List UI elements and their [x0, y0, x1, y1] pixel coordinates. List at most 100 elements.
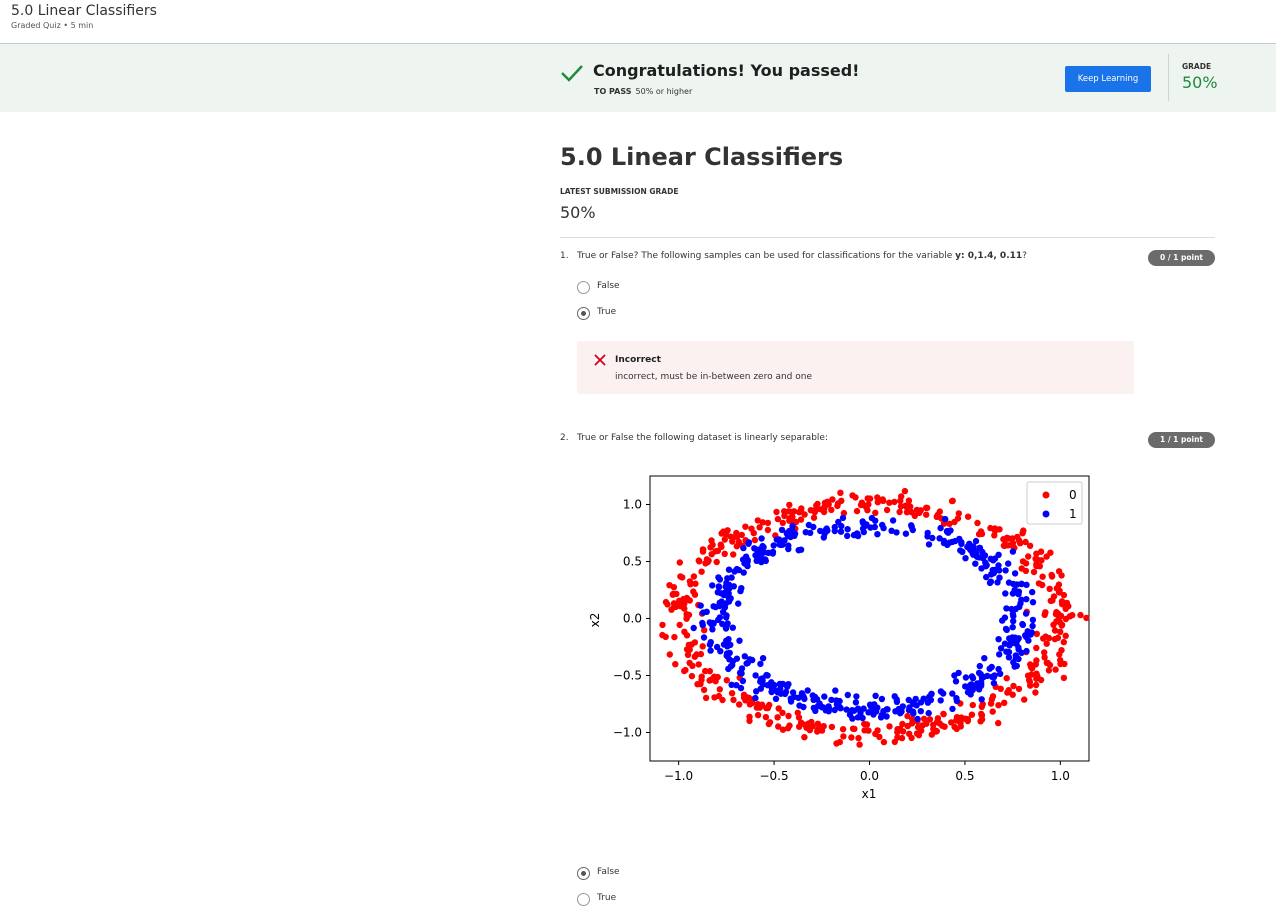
data-point: [942, 515, 949, 523]
data-point: [768, 679, 775, 686]
data-point: [806, 726, 814, 734]
data-point: [686, 659, 693, 667]
data-point: [903, 509, 911, 516]
data-point: [924, 529, 931, 537]
data-point: [702, 667, 709, 675]
data-point: [957, 718, 964, 725]
data-point: [1015, 646, 1022, 653]
data-point: [684, 651, 692, 658]
data-point: [858, 499, 866, 506]
data-point: [724, 643, 731, 650]
data-point: [933, 727, 940, 735]
data-point: [846, 711, 854, 718]
data-point: [825, 703, 832, 710]
data-point: [777, 690, 785, 697]
data-point: [997, 645, 1005, 652]
data-point: [1011, 639, 1018, 646]
data-point: [736, 637, 743, 644]
data-point: [700, 609, 707, 616]
option-label: True: [597, 307, 617, 317]
data-point: [745, 694, 753, 702]
keep-learning-button[interactable]: Keep Learning: [1065, 66, 1151, 92]
option-label: True: [597, 893, 617, 903]
radio-button[interactable]: [577, 867, 590, 880]
data-point: [844, 526, 851, 533]
data-point: [1060, 638, 1067, 646]
data-point: [812, 506, 819, 513]
data-point: [906, 704, 913, 711]
data-point: [1018, 565, 1025, 572]
question-number: 2.: [560, 433, 569, 443]
data-point: [786, 501, 793, 509]
data-point: [768, 685, 776, 692]
data-point: [1062, 632, 1069, 639]
data-point: [1010, 612, 1017, 620]
data-point: [703, 556, 711, 563]
data-point: [976, 544, 984, 552]
data-point: [869, 710, 877, 717]
data-point: [1009, 535, 1016, 542]
data-point: [795, 547, 802, 554]
data-point: [729, 624, 736, 631]
data-point: [899, 728, 907, 735]
data-point: [1039, 581, 1046, 589]
data-point: [838, 497, 845, 504]
data-point: [725, 566, 733, 573]
data-point: [670, 584, 678, 591]
radio-button[interactable]: [577, 307, 590, 320]
data-point: [837, 489, 844, 496]
data-point: [679, 574, 686, 581]
data-point: [858, 714, 865, 721]
data-point: [856, 741, 863, 748]
data-point: [937, 697, 944, 704]
data-point: [995, 702, 1002, 709]
data-point: [1060, 591, 1068, 599]
radio-button[interactable]: [577, 893, 590, 906]
radio-button[interactable]: [577, 281, 590, 294]
data-point: [774, 515, 782, 523]
data-point: [690, 624, 697, 632]
data-point: [669, 591, 676, 598]
data-point: [1018, 596, 1025, 603]
option-label: False: [597, 867, 620, 877]
data-point: [777, 541, 785, 549]
data-point: [988, 696, 996, 703]
data-point: [797, 507, 805, 514]
data-point: [853, 693, 860, 700]
data-point: [1037, 676, 1045, 684]
data-point: [897, 710, 904, 717]
data-point: [1026, 542, 1034, 549]
data-point: [711, 694, 718, 701]
data-point: [659, 621, 666, 629]
divider: [1168, 54, 1169, 101]
data-point: [804, 687, 811, 694]
data-point: [983, 562, 990, 569]
data-point: [978, 696, 985, 703]
data-point: [874, 494, 881, 501]
data-point: [837, 528, 845, 535]
data-point: [823, 525, 830, 532]
data-point: [833, 697, 840, 704]
grade-value: 50%: [1182, 73, 1218, 92]
top-bar: 5.0 Linear Classifiers Graded Quiz • 5 m…: [0, 0, 1276, 44]
data-point: [1057, 660, 1064, 668]
data-point: [834, 502, 841, 510]
data-point: [778, 526, 786, 534]
question-number: 1.: [560, 251, 569, 261]
data-point: [925, 709, 932, 717]
data-point: [968, 711, 976, 718]
data-point: [697, 680, 704, 688]
data-point: [956, 535, 963, 543]
data-point: [883, 506, 891, 514]
data-point: [1065, 603, 1072, 610]
data-point: [1045, 667, 1053, 674]
checkmark-icon: [561, 65, 583, 82]
data-point: [855, 734, 862, 742]
quiz-subtitle: Graded Quiz • 5 min: [11, 21, 94, 30]
data-point: [1001, 542, 1008, 550]
data-point: [740, 569, 747, 576]
data-point: [697, 602, 704, 609]
data-point: [951, 518, 958, 526]
data-point: [909, 708, 917, 715]
data-point: [789, 689, 797, 696]
